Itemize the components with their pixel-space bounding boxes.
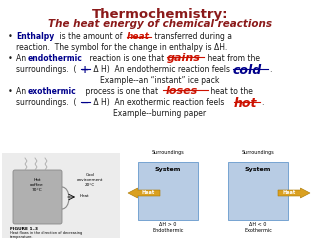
Text: gains: gains: [167, 53, 201, 63]
Text: surroundings.  (: surroundings. (: [16, 65, 79, 74]
Text: Enthalpy: Enthalpy: [16, 32, 54, 41]
Text: Heat flows in the direction of decreasing: Heat flows in the direction of decreasin…: [10, 231, 82, 235]
Text: Δ H)  An exothermic reaction feels: Δ H) An exothermic reaction feels: [91, 98, 227, 107]
Text: heat: heat: [127, 32, 150, 41]
Text: Thermochemistry:: Thermochemistry:: [92, 8, 228, 21]
Polygon shape: [278, 188, 310, 198]
Text: −: −: [81, 98, 89, 108]
FancyBboxPatch shape: [138, 162, 198, 220]
FancyBboxPatch shape: [2, 153, 120, 238]
Text: temperature.: temperature.: [10, 235, 34, 239]
Text: transferred during a: transferred during a: [152, 32, 232, 41]
Text: Surroundings: Surroundings: [152, 150, 184, 155]
Text: Exothermic: Exothermic: [244, 228, 272, 233]
Text: •: •: [8, 54, 13, 63]
Text: +: +: [81, 65, 89, 75]
Text: An: An: [16, 87, 28, 96]
Text: An: An: [16, 54, 28, 63]
Text: •: •: [8, 87, 13, 96]
Text: hot: hot: [234, 97, 258, 110]
Text: ΔH > 0: ΔH > 0: [159, 222, 177, 227]
Text: Heat: Heat: [283, 191, 296, 196]
Text: Endothermic: Endothermic: [152, 228, 184, 233]
Text: cold: cold: [233, 64, 262, 77]
Text: heat to the: heat to the: [208, 87, 253, 96]
Text: Heat: Heat: [80, 194, 90, 198]
Text: The heat energy of chemical reactions: The heat energy of chemical reactions: [48, 19, 272, 29]
Polygon shape: [128, 188, 160, 198]
Text: .: .: [261, 98, 263, 107]
Text: Example--an “instant” ice pack: Example--an “instant” ice pack: [100, 76, 220, 85]
Text: Example--burning paper: Example--burning paper: [113, 109, 207, 118]
Text: System: System: [155, 168, 181, 173]
FancyBboxPatch shape: [13, 170, 62, 224]
Text: reaction.  The symbol for the change in enthalpy is ΔH.: reaction. The symbol for the change in e…: [16, 43, 227, 52]
Text: surroundings.  (: surroundings. (: [16, 98, 79, 107]
Text: Heat: Heat: [141, 191, 155, 196]
Text: Δ H)  An endothermic reaction feels: Δ H) An endothermic reaction feels: [91, 65, 232, 74]
Text: Surroundings: Surroundings: [242, 150, 274, 155]
Text: reaction is one that: reaction is one that: [87, 54, 167, 63]
Text: process is one that: process is one that: [83, 87, 161, 96]
Text: heat from the: heat from the: [205, 54, 260, 63]
Text: Hot
coffee
70°C: Hot coffee 70°C: [30, 178, 44, 192]
Text: exothermic: exothermic: [28, 87, 77, 96]
Text: is the amount of: is the amount of: [57, 32, 125, 41]
Text: endothermic: endothermic: [28, 54, 83, 63]
Text: ΔH < 0: ΔH < 0: [249, 222, 267, 227]
Text: Cool
environment
20°C: Cool environment 20°C: [77, 173, 103, 187]
Text: FIGURE 1–3: FIGURE 1–3: [10, 227, 38, 231]
Text: •: •: [8, 32, 13, 41]
Text: System: System: [245, 168, 271, 173]
Text: .: .: [269, 65, 271, 74]
FancyBboxPatch shape: [228, 162, 288, 220]
Text: loses: loses: [166, 86, 198, 96]
